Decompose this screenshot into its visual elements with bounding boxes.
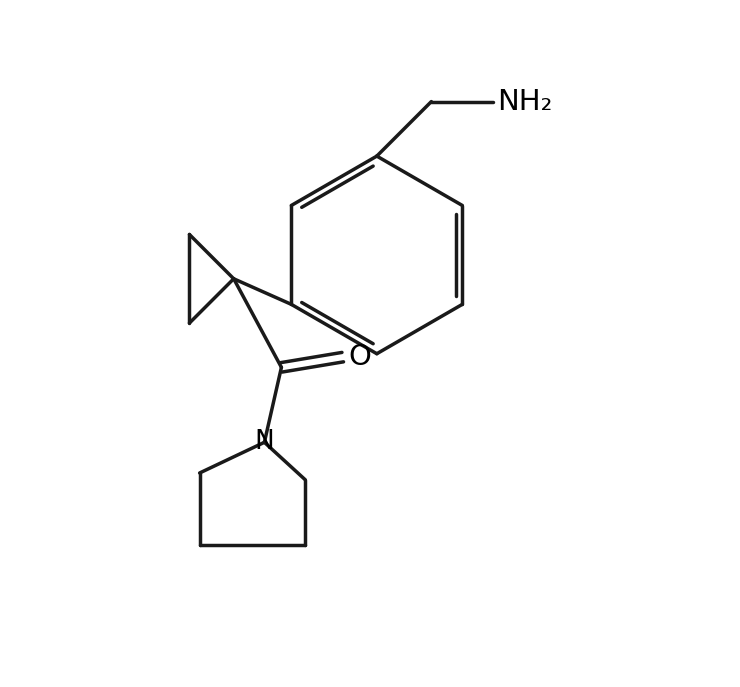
Text: N: N <box>255 429 275 455</box>
Text: O: O <box>349 343 371 371</box>
Text: NH₂: NH₂ <box>497 87 552 115</box>
